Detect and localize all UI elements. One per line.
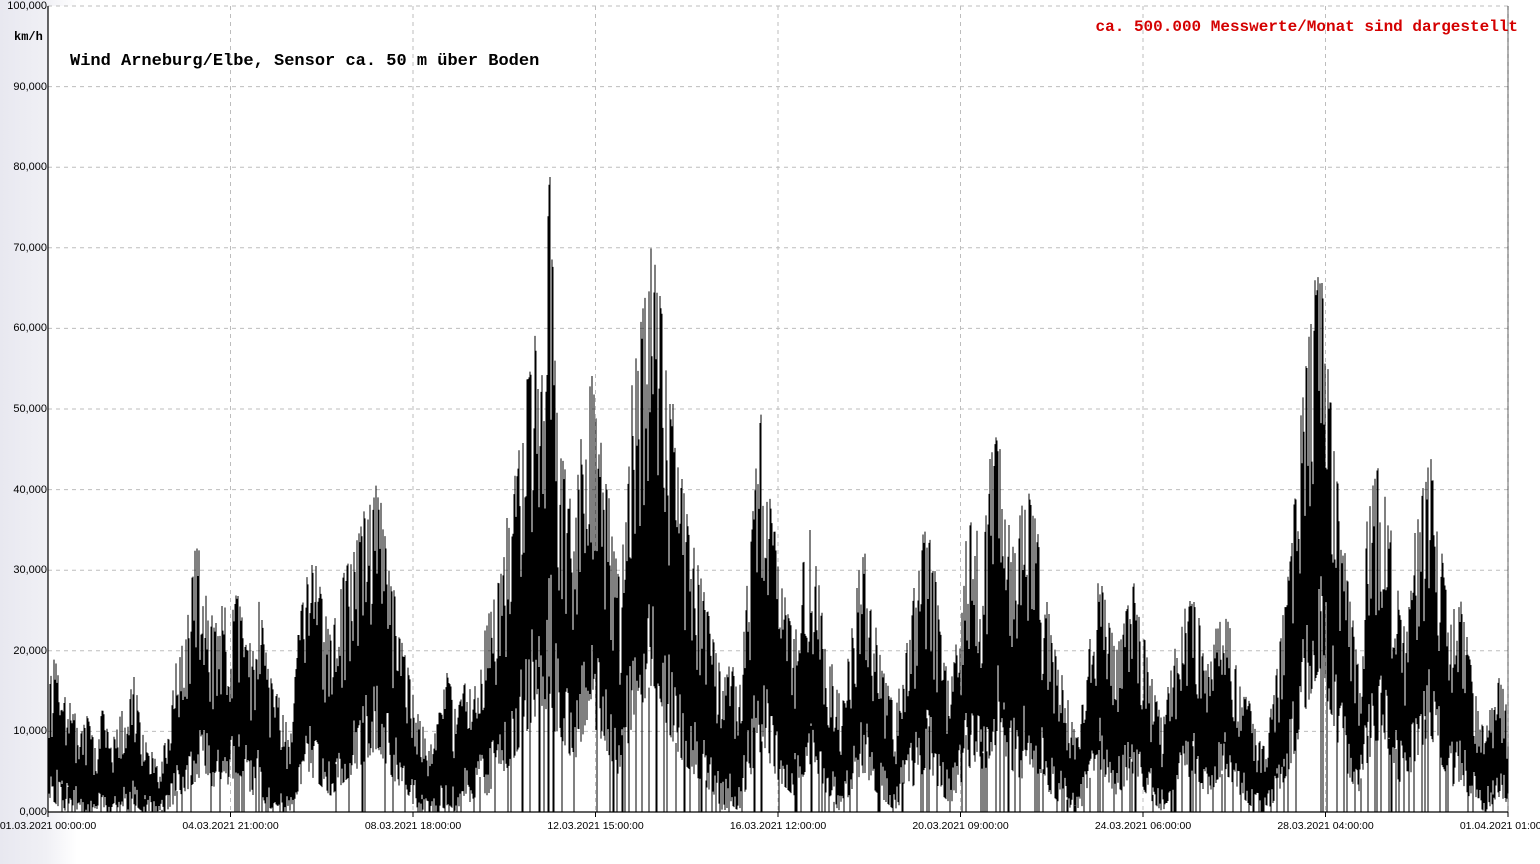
chart-title: Wind Arneburg/Elbe, Sensor ca. 50 m über… <box>70 52 539 71</box>
xtick-label: 01.04.2021 01:00:00 <box>1460 820 1540 832</box>
ytick-label: 0,000 <box>19 806 47 818</box>
xtick-label: 12.03.2021 15:00:00 <box>547 820 643 832</box>
wind-chart: 0,000 10,000 20,000 30,000 40,000 50,000 60,00… <box>0 0 1540 864</box>
chart-svg <box>0 0 1540 864</box>
xtick-label: 08.03.2021 18:00:00 <box>365 820 461 832</box>
y-axis-label: km/h <box>14 30 43 44</box>
ytick-label: 30,000 <box>13 564 47 576</box>
chart-annotation: ca. 500.000 Messwerte/Monat sind dargest… <box>1096 18 1518 36</box>
xtick-label: 16.03.2021 12:00:00 <box>730 820 826 832</box>
xtick-label: 24.03.2021 06:00:00 <box>1095 820 1191 832</box>
ytick-label: 20,000 <box>13 645 47 657</box>
ytick-label: 100,000 <box>7 0 47 12</box>
xtick-label: 01.03.2021 00:00:00 <box>0 820 96 832</box>
xtick-label: 04.03.2021 21:00:00 <box>182 820 278 832</box>
xtick-label: 20.03.2021 09:00:00 <box>912 820 1008 832</box>
ytick-label: 10,000 <box>13 725 47 737</box>
ytick-label: 70,000 <box>13 242 47 254</box>
ytick-label: 50,000 <box>13 403 47 415</box>
ytick-label: 40,000 <box>13 484 47 496</box>
ytick-label: 90,000 <box>13 81 47 93</box>
ytick-label: 60,000 <box>13 322 47 334</box>
ytick-label: 80,000 <box>13 161 47 173</box>
xtick-label: 28.03.2021 04:00:00 <box>1277 820 1373 832</box>
